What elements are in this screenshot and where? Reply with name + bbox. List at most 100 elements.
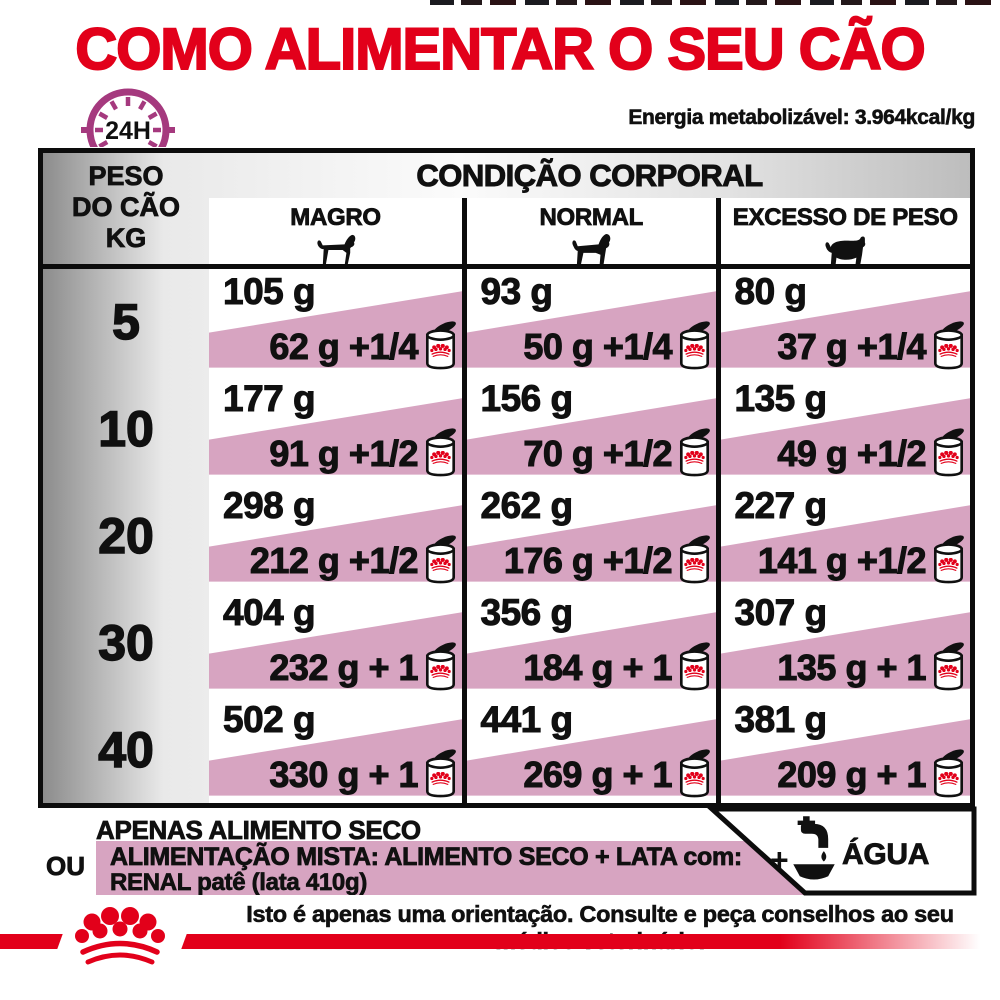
mixed-amount: 50 g +1/4 <box>523 321 713 372</box>
column-header-excesso: EXCESSO DE PESO <box>721 198 971 264</box>
mixed-amount: 232 g + 1 <box>269 642 459 693</box>
corner-line-do-cao: DO CÃO <box>72 192 181 223</box>
column-header-normal: NORMAL <box>467 198 717 264</box>
mixed-amount-text: 209 g + 1 <box>777 753 927 795</box>
dry-only-label: APENAS ALIMENTO SECO <box>96 815 422 846</box>
feeding-table: PESO DO CÃO KG CONDIÇÃO CORPORAL MAGRO N… <box>38 148 975 808</box>
mixed-amount: 37 g +1/4 <box>777 321 967 372</box>
table-cell: 307 g 135 g + 1 <box>720 590 970 696</box>
mixed-amount: 62 g +1/4 <box>269 321 459 372</box>
dry-amount: 262 g <box>480 485 574 527</box>
water-panel <box>705 806 977 896</box>
mixed-amount: 70 g +1/2 <box>523 428 713 479</box>
column-divider <box>716 198 721 803</box>
mixed-amount-text: 135 g + 1 <box>777 646 927 688</box>
can-icon <box>930 642 967 693</box>
table-row: 30 404 g 232 g + 1 356 g 184 g + 1 3 <box>43 590 970 696</box>
can-icon <box>676 321 713 372</box>
mixed-amount-text: 37 g +1/4 <box>777 325 927 367</box>
royal-canin-crown-icon <box>70 907 170 971</box>
mixed-amount: 330 g + 1 <box>269 749 459 800</box>
mixed-amount-text: 62 g +1/4 <box>269 325 419 367</box>
can-icon <box>676 749 713 800</box>
mixed-amount-text: 91 g +1/2 <box>269 432 419 474</box>
mixed-feeding-line2: RENAL patê (lata 410g) <box>110 869 368 896</box>
can-icon <box>676 535 713 586</box>
table-cell: 502 g 330 g + 1 <box>209 697 462 803</box>
mixed-feeding-line1: ALIMENTAÇÃO MISTA: ALIMENTO SECO + LATA … <box>110 843 743 872</box>
dry-amount: 298 g <box>222 485 316 527</box>
table-cell: 227 g 141 g +1/2 <box>720 483 970 589</box>
mixed-amount-text: 232 g + 1 <box>269 646 419 688</box>
table-row: 20 298 g 212 g +1/2 262 g 176 g +1/2 <box>43 483 970 589</box>
table-cell: 135 g 49 g +1/2 <box>720 376 970 482</box>
body-condition-header: CONDIÇÃO CORPORAL <box>416 158 764 194</box>
mixed-amount: 141 g +1/2 <box>757 535 967 586</box>
mixed-amount-text: 269 g + 1 <box>523 753 673 795</box>
table-cell: 404 g 232 g + 1 <box>209 590 462 696</box>
dry-amount: 135 g <box>734 378 828 420</box>
mixed-amount: 135 g + 1 <box>777 642 967 693</box>
mixed-amount: 184 g + 1 <box>523 642 713 693</box>
mixed-amount-text: 49 g +1/2 <box>777 432 927 474</box>
table-cell: 262 g 176 g +1/2 <box>466 483 716 589</box>
mixed-amount-text: 70 g +1/2 <box>523 432 673 474</box>
corner-line-kg: KG <box>105 223 147 254</box>
or-label: OU <box>46 851 86 882</box>
weight-label: 5 <box>111 293 140 351</box>
column-header-magro: MAGRO <box>209 198 462 264</box>
water-tap-bowl-icon <box>790 816 838 882</box>
24h-clock-icon: 24H <box>81 88 175 147</box>
dry-amount: 356 g <box>480 592 574 634</box>
mixed-feeding-legend-band: ALIMENTAÇÃO MISTA: ALIMENTO SECO + LATA … <box>96 841 823 896</box>
mixed-amount: 209 g + 1 <box>777 749 967 800</box>
energy-note: Energia metabolizável: 3.964kcal/kg <box>628 106 976 130</box>
mixed-amount: 212 g +1/2 <box>249 535 459 586</box>
weight-label: 10 <box>97 400 154 458</box>
mixed-amount-text: 176 g +1/2 <box>503 539 673 581</box>
cropped-print-strip <box>430 0 1000 5</box>
can-icon <box>422 642 459 693</box>
mixed-amount: 49 g +1/2 <box>777 428 967 479</box>
table-row: 40 502 g 330 g + 1 441 g 269 g + 1 3 <box>43 697 970 803</box>
table-corner-header: PESO DO CÃO KG <box>43 161 209 254</box>
can-icon <box>422 749 459 800</box>
table-cell: 381 g 209 g + 1 <box>720 697 970 803</box>
can-icon <box>422 428 459 479</box>
mixed-amount-text: 330 g + 1 <box>269 753 419 795</box>
table-cell: 356 g 184 g + 1 <box>466 590 716 696</box>
dry-amount: 105 g <box>222 271 316 313</box>
can-icon <box>930 428 967 479</box>
dry-amount: 93 g <box>480 271 554 313</box>
24h-label: 24H <box>105 117 151 145</box>
weight-label: 40 <box>97 721 154 779</box>
dry-amount: 502 g <box>222 699 316 741</box>
dry-amount: 381 g <box>734 699 828 741</box>
water-label: ÁGUA <box>842 838 930 872</box>
weight-label: 30 <box>97 614 154 672</box>
can-icon <box>930 535 967 586</box>
mixed-amount: 176 g +1/2 <box>503 535 713 586</box>
dry-amount: 156 g <box>480 378 574 420</box>
column-label: EXCESSO DE PESO <box>732 204 958 232</box>
mixed-amount: 91 g +1/2 <box>269 428 459 479</box>
can-icon <box>930 321 967 372</box>
can-icon <box>422 535 459 586</box>
dry-amount: 80 g <box>734 271 808 313</box>
dry-amount: 441 g <box>480 699 574 741</box>
column-label: NORMAL <box>539 204 644 232</box>
can-icon <box>676 642 713 693</box>
table-cell: 156 g 70 g +1/2 <box>466 376 716 482</box>
can-icon <box>422 321 459 372</box>
table-cell: 441 g 269 g + 1 <box>466 697 716 803</box>
table-cell: 80 g 37 g +1/4 <box>720 269 970 375</box>
brand-red-band <box>0 934 1000 949</box>
column-label: MAGRO <box>290 204 382 232</box>
dry-amount: 404 g <box>222 592 316 634</box>
table-cells-background <box>209 198 970 803</box>
can-icon <box>676 428 713 479</box>
weight-label: 20 <box>97 507 154 565</box>
dry-amount: 177 g <box>222 378 316 420</box>
table-cell: 298 g 212 g +1/2 <box>209 483 462 589</box>
mixed-amount-text: 184 g + 1 <box>523 646 673 688</box>
